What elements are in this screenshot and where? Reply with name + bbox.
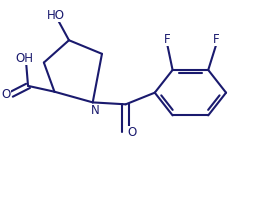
Text: F: F — [164, 33, 171, 46]
Text: N: N — [91, 104, 99, 117]
Text: OH: OH — [16, 52, 34, 65]
Text: O: O — [2, 88, 11, 101]
Text: HO: HO — [47, 9, 65, 22]
Text: O: O — [127, 126, 136, 139]
Text: F: F — [213, 33, 220, 46]
